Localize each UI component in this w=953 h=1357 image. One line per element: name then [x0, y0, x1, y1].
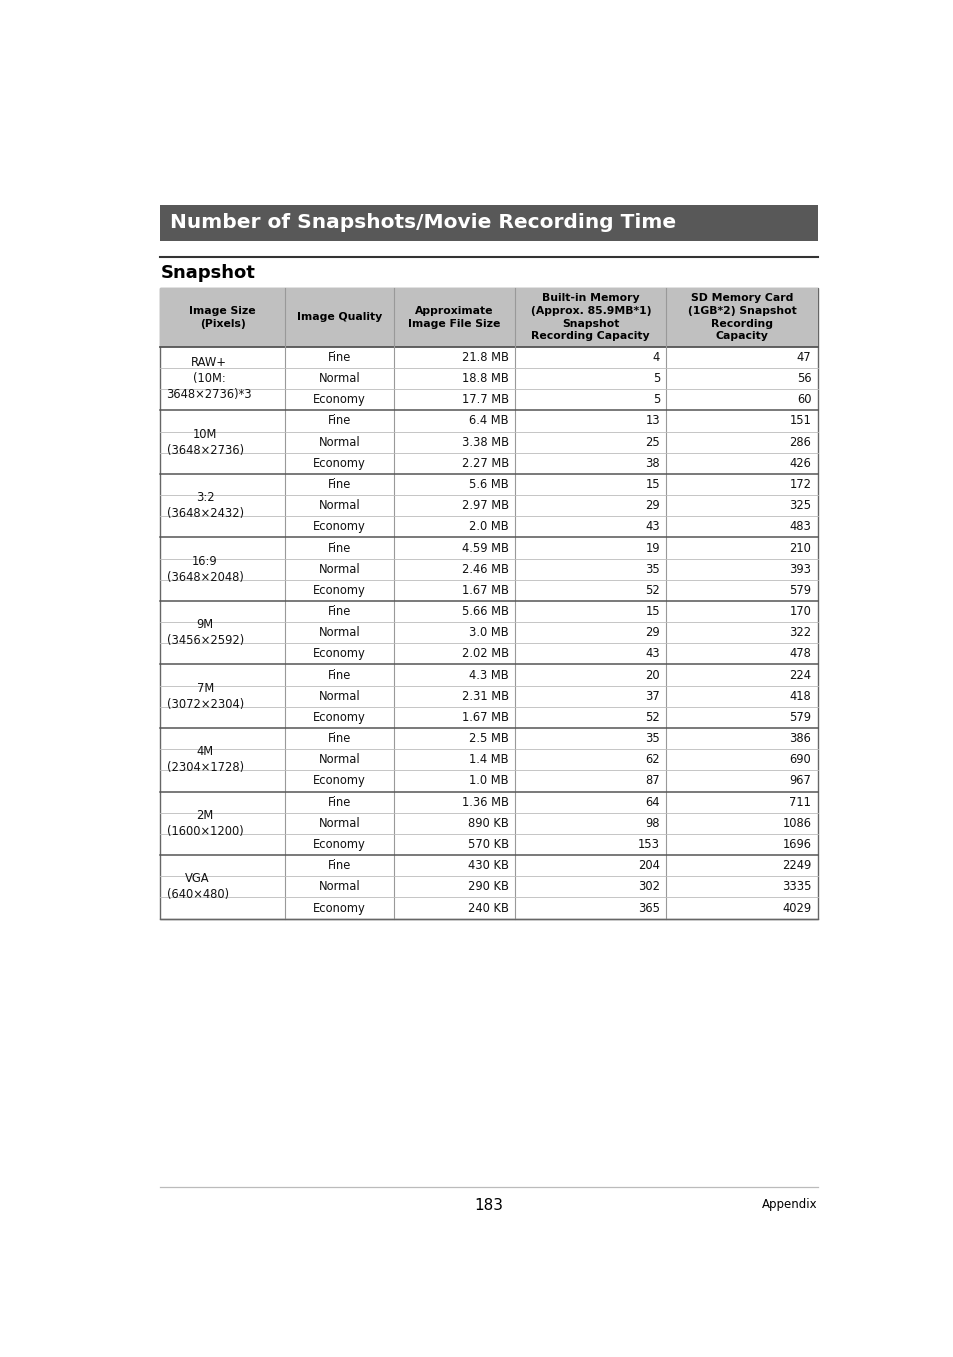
Text: Fine: Fine — [328, 669, 351, 681]
Bar — [160, 288, 817, 919]
Text: 151: 151 — [789, 414, 810, 427]
Text: 15: 15 — [645, 478, 659, 491]
Text: 153: 153 — [638, 839, 659, 851]
Text: 15: 15 — [645, 605, 659, 617]
Text: 302: 302 — [638, 881, 659, 893]
Text: 4M
(2304×1728): 4M (2304×1728) — [167, 745, 243, 775]
Bar — [160, 288, 817, 347]
Text: Normal: Normal — [318, 563, 360, 575]
Text: 3.0 MB: 3.0 MB — [469, 626, 509, 639]
Text: Built-in Memory
(Approx. 85.9MB*1)
Snapshot
Recording Capacity: Built-in Memory (Approx. 85.9MB*1) Snaps… — [530, 293, 650, 342]
Text: 60: 60 — [796, 394, 810, 406]
Text: 579: 579 — [788, 711, 810, 723]
Text: 204: 204 — [638, 859, 659, 873]
Text: 1086: 1086 — [781, 817, 810, 830]
Text: 5: 5 — [652, 372, 659, 385]
Text: Normal: Normal — [318, 626, 360, 639]
Text: 172: 172 — [788, 478, 810, 491]
Text: 210: 210 — [789, 541, 810, 555]
Text: 56: 56 — [796, 372, 810, 385]
Text: 325: 325 — [788, 499, 810, 512]
Text: 98: 98 — [645, 817, 659, 830]
Text: Economy: Economy — [313, 839, 365, 851]
Text: 7M
(3072×2304): 7M (3072×2304) — [167, 681, 244, 711]
Text: 3335: 3335 — [781, 881, 810, 893]
Text: SD Memory Card
(1GB*2) Snapshot
Recording
Capacity: SD Memory Card (1GB*2) Snapshot Recordin… — [687, 293, 796, 342]
Text: 1.67 MB: 1.67 MB — [461, 584, 509, 597]
Text: 690: 690 — [789, 753, 810, 767]
Text: Fine: Fine — [328, 414, 351, 427]
Text: 322: 322 — [788, 626, 810, 639]
Text: 3:2
(3648×2432): 3:2 (3648×2432) — [167, 491, 243, 520]
Text: 2.46 MB: 2.46 MB — [461, 563, 509, 575]
Text: 43: 43 — [645, 647, 659, 661]
Text: 29: 29 — [645, 626, 659, 639]
Text: Number of Snapshots/Movie Recording Time: Number of Snapshots/Movie Recording Time — [170, 213, 675, 232]
Text: Image Size
(Pixels): Image Size (Pixels) — [190, 305, 255, 328]
Text: 37: 37 — [645, 689, 659, 703]
Text: 9M
(3456×2592): 9M (3456×2592) — [167, 619, 244, 647]
Text: 19: 19 — [645, 541, 659, 555]
Text: Fine: Fine — [328, 351, 351, 364]
Text: 290 KB: 290 KB — [468, 881, 509, 893]
Text: 3.38 MB: 3.38 MB — [461, 436, 509, 449]
Text: 2249: 2249 — [781, 859, 810, 873]
Text: 1.4 MB: 1.4 MB — [469, 753, 509, 767]
Text: Fine: Fine — [328, 478, 351, 491]
Text: Normal: Normal — [318, 817, 360, 830]
Text: Normal: Normal — [318, 499, 360, 512]
Text: 2.97 MB: 2.97 MB — [461, 499, 509, 512]
Text: Snapshot: Snapshot — [160, 265, 255, 282]
Text: 1.36 MB: 1.36 MB — [461, 795, 509, 809]
Text: Normal: Normal — [318, 372, 360, 385]
Text: 47: 47 — [796, 351, 810, 364]
Text: 967: 967 — [789, 775, 810, 787]
Text: Image Quality: Image Quality — [296, 312, 381, 322]
Text: 17.7 MB: 17.7 MB — [461, 394, 509, 406]
Text: Appendix: Appendix — [761, 1198, 817, 1212]
Text: 38: 38 — [645, 457, 659, 470]
Text: 13: 13 — [645, 414, 659, 427]
Bar — [160, 205, 817, 240]
Text: Economy: Economy — [313, 775, 365, 787]
Text: 711: 711 — [789, 795, 810, 809]
Text: 483: 483 — [789, 520, 810, 533]
Text: 29: 29 — [645, 499, 659, 512]
Text: Economy: Economy — [313, 584, 365, 597]
Text: 5: 5 — [652, 394, 659, 406]
Text: 52: 52 — [645, 584, 659, 597]
Text: Normal: Normal — [318, 881, 360, 893]
Text: Normal: Normal — [318, 689, 360, 703]
Text: 1.0 MB: 1.0 MB — [469, 775, 509, 787]
Text: Fine: Fine — [328, 795, 351, 809]
Text: RAW+
(10M:
3648×2736)*3: RAW+ (10M: 3648×2736)*3 — [167, 356, 252, 402]
Text: Economy: Economy — [313, 647, 365, 661]
Text: 43: 43 — [645, 520, 659, 533]
Text: 2M
(1600×1200): 2M (1600×1200) — [167, 809, 243, 837]
Text: 393: 393 — [788, 563, 810, 575]
Text: 4029: 4029 — [781, 901, 810, 915]
Text: 25: 25 — [645, 436, 659, 449]
Text: 1.67 MB: 1.67 MB — [461, 711, 509, 723]
Text: 1696: 1696 — [781, 839, 810, 851]
Text: 10M
(3648×2736): 10M (3648×2736) — [167, 427, 243, 457]
Text: 579: 579 — [788, 584, 810, 597]
Text: 62: 62 — [645, 753, 659, 767]
Text: 183: 183 — [474, 1198, 503, 1213]
Text: 2.02 MB: 2.02 MB — [461, 647, 509, 661]
Text: 35: 35 — [645, 563, 659, 575]
Text: 2.0 MB: 2.0 MB — [469, 520, 509, 533]
Text: 386: 386 — [789, 733, 810, 745]
Text: 170: 170 — [789, 605, 810, 617]
Text: 5.6 MB: 5.6 MB — [469, 478, 509, 491]
Text: 52: 52 — [645, 711, 659, 723]
Text: 2.31 MB: 2.31 MB — [461, 689, 509, 703]
Text: Fine: Fine — [328, 541, 351, 555]
Text: 64: 64 — [645, 795, 659, 809]
Text: Economy: Economy — [313, 520, 365, 533]
Text: 224: 224 — [788, 669, 810, 681]
Text: Economy: Economy — [313, 457, 365, 470]
Text: Normal: Normal — [318, 436, 360, 449]
Text: 4.59 MB: 4.59 MB — [461, 541, 509, 555]
Text: 365: 365 — [638, 901, 659, 915]
